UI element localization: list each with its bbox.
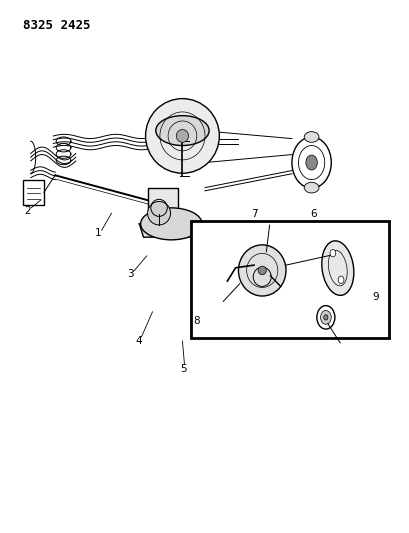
Polygon shape [139,224,204,237]
Ellipse shape [329,249,335,257]
Ellipse shape [140,208,202,240]
Text: 9: 9 [371,293,378,302]
Text: 8325 2425: 8325 2425 [22,19,90,31]
Text: 8: 8 [193,316,200,326]
Ellipse shape [316,305,334,329]
Ellipse shape [303,132,318,142]
Ellipse shape [147,201,170,225]
Bar [190,221,389,338]
Ellipse shape [238,245,285,296]
Text: 3: 3 [127,270,133,279]
Text: 5: 5 [180,364,187,374]
Bar [22,180,44,205]
Ellipse shape [145,99,219,173]
Ellipse shape [323,314,327,320]
Ellipse shape [305,155,317,170]
Ellipse shape [321,241,353,295]
Ellipse shape [155,116,209,146]
Ellipse shape [176,130,188,142]
Ellipse shape [291,137,330,188]
Ellipse shape [320,310,330,324]
Text: 4: 4 [135,336,142,346]
Ellipse shape [337,276,343,284]
Text: 7: 7 [250,209,257,219]
Ellipse shape [258,266,266,274]
Text: 2: 2 [25,206,31,215]
Text: 1: 1 [95,229,101,238]
Ellipse shape [303,182,318,193]
Text: 6: 6 [310,209,317,219]
Bar [147,188,178,224]
